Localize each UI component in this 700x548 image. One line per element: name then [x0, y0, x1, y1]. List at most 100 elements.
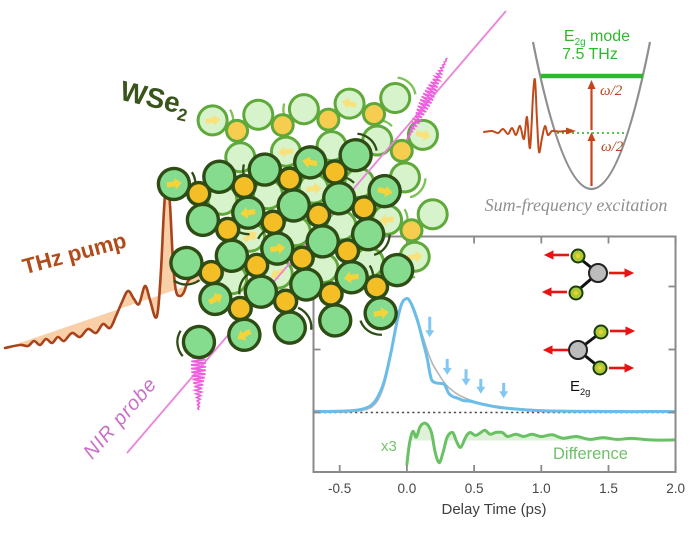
mode-base: E [563, 28, 575, 45]
oscillation-arrow [461, 369, 471, 386]
potential-well-diagram [483, 41, 652, 190]
w-atom [227, 295, 253, 322]
sum-frequency-caption: Sum-frequency excitation [484, 195, 668, 215]
x3-magnification-label: x3 [381, 438, 397, 455]
w-atom [334, 238, 361, 264]
w-atom [316, 107, 341, 132]
w-atom [362, 102, 387, 127]
vibration-arc [176, 319, 222, 365]
e2g-diagram-top [541, 248, 635, 301]
se-atom [169, 245, 204, 281]
plot-curves [314, 296, 675, 466]
w-atom [272, 288, 299, 314]
x-tick-label: -0.5 [328, 481, 352, 496]
se-atom-core [573, 290, 579, 296]
potential-parabola [531, 41, 652, 190]
w-atom [363, 274, 390, 300]
oscillation-arrow [442, 358, 452, 375]
displacement-mini-arrow [208, 293, 223, 305]
vibration-arc [238, 269, 284, 315]
w-atom [389, 138, 414, 163]
vibration-arc [329, 254, 375, 300]
oscillation-arrow [425, 316, 435, 338]
signal-curve [314, 297, 675, 414]
omega-half-lower-label: ω/2 [601, 139, 624, 155]
displacement-mini-arrow [302, 156, 318, 169]
e2g-mode-label: E2g mode [545, 28, 649, 49]
w-atom [243, 252, 270, 279]
w-atom [322, 159, 348, 185]
w-atom [186, 180, 212, 207]
w-atom [260, 209, 286, 235]
vibration-arc [267, 304, 313, 351]
crystal-lattice-front [151, 132, 415, 365]
nir-pulse-packet-out [406, 57, 448, 141]
se-atom [202, 159, 237, 194]
w-atom [225, 118, 250, 143]
e2g-inset-label: E2g [570, 379, 590, 398]
se-atom [181, 324, 217, 360]
se-atom [224, 141, 257, 174]
vibration-arc [383, 155, 427, 200]
x-tick-label: 0.0 [397, 481, 417, 496]
oscillation-arrows [425, 316, 509, 399]
vibration-arc [225, 190, 271, 236]
displacement-mini-arrow [237, 329, 252, 341]
displacement-mini-arrow [205, 114, 221, 127]
se-atom [338, 137, 373, 173]
displacement-mini-arrow [269, 242, 286, 255]
plot-frame [312, 235, 677, 473]
x-tick-label: 1.0 [531, 481, 551, 496]
w-atom [351, 195, 377, 221]
w-atom [214, 216, 241, 243]
e2g-diagram-bottom [542, 324, 636, 376]
w-atom [399, 218, 424, 243]
difference-curve [405, 421, 675, 466]
difference-curve-label: Difference [553, 445, 628, 463]
oscillation-arrow [476, 378, 486, 394]
w-atom [270, 113, 295, 138]
vibration-arc [373, 76, 417, 120]
displacement-mini-arrow [166, 177, 182, 190]
w-atom [231, 173, 257, 200]
vibration-arc [332, 132, 379, 178]
vibration-arc [190, 98, 235, 143]
se-atom [242, 98, 275, 131]
se-atom [287, 93, 320, 126]
mode-frequency-label: 7.5 THz [562, 46, 618, 63]
se-atom-core [597, 365, 603, 371]
w-atom [318, 281, 344, 307]
se-atom-core [575, 253, 581, 259]
w-atom [198, 259, 224, 286]
displacement-mini-arrow [270, 268, 286, 280]
oscillation-arrow [499, 382, 509, 399]
vibration-arc [151, 161, 197, 207]
e2g-subscript: 2g [580, 387, 591, 397]
e2g-mode-diagrams [541, 248, 636, 376]
displacement-arrow [541, 250, 635, 297]
displacement-mini-arrow [379, 214, 395, 226]
vibration-arc [163, 240, 210, 286]
w-atom [305, 202, 332, 228]
e2g-base: E [570, 378, 581, 395]
displacement-mini-arrow [240, 206, 256, 219]
w-atom [588, 263, 608, 283]
se-atom [272, 310, 307, 345]
se-atom [416, 198, 449, 231]
displacement-mini-arrow [415, 129, 431, 141]
se-atom [379, 252, 415, 288]
omega-arrowhead-upper [587, 80, 596, 89]
vibration-arc [345, 211, 391, 257]
vibration-arc [365, 198, 409, 242]
displacement-mini-arrow [341, 97, 357, 110]
x-axis-title: Delay Time (ps) [441, 501, 547, 518]
omega-half-upper-label: ω/2 [600, 83, 623, 99]
se-atom-core [598, 329, 604, 335]
w-atom [568, 340, 588, 360]
x-tick-label: 0.5 [464, 481, 484, 496]
vibration-arc [358, 290, 404, 336]
mode-rest: mode [585, 28, 631, 45]
vibration-arc [254, 225, 300, 272]
